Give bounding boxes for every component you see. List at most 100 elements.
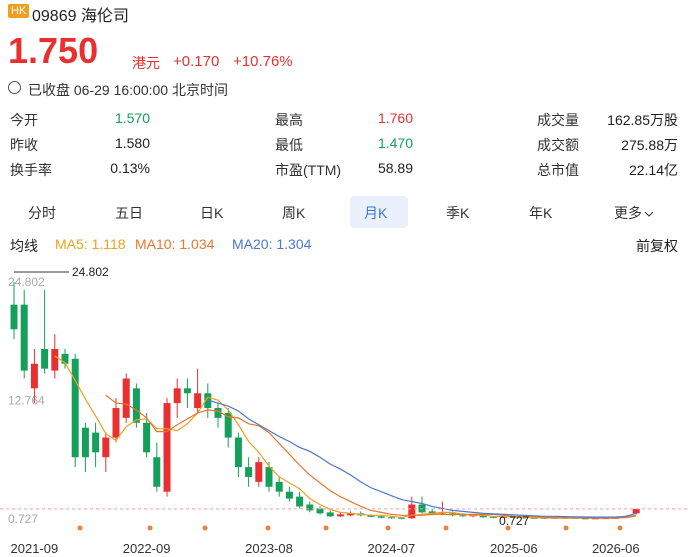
candle-body	[30, 363, 38, 389]
candle-body	[20, 304, 28, 371]
legend-entry: MA5: 1.118	[55, 236, 126, 252]
y-tick-label: 24.802	[8, 275, 45, 289]
stock-code: 09869	[32, 8, 77, 25]
candle-body	[285, 491, 293, 499]
tab[interactable]: 周K	[282, 205, 306, 221]
candle-body	[377, 516, 385, 518]
tab[interactable]: 更多	[614, 203, 654, 223]
tab[interactable]: 月K	[364, 205, 388, 221]
market-badge: HK	[8, 4, 30, 18]
candle-body	[408, 504, 416, 519]
stat-value: 22.14亿	[628, 162, 678, 178]
market-status: 已收盘 06-29 16:00:00 北京时间	[28, 82, 228, 98]
x-tick-label: 2024-07	[368, 541, 416, 556]
candle-body	[275, 481, 283, 492]
candle-body	[581, 518, 589, 520]
stat-value: 1.760	[377, 110, 413, 126]
candle-body	[71, 358, 79, 458]
ma-label: 均线	[10, 238, 38, 254]
candle-body	[234, 437, 242, 468]
change: +0.170	[173, 53, 220, 70]
candle-body	[255, 462, 263, 482]
y-tick-label: 0.727	[8, 512, 38, 526]
candle-body	[194, 393, 202, 409]
x-tick-label: 2021-09	[11, 541, 59, 556]
stat-value: 1.570	[114, 110, 150, 126]
candle-body	[387, 517, 395, 519]
stat-label: 最低	[275, 137, 303, 153]
x-tick-label: 2023-08	[245, 541, 293, 556]
tab[interactable]: 年K	[529, 205, 553, 221]
stat-label: 成交额	[537, 137, 579, 153]
tab[interactable]: 季K	[446, 205, 470, 221]
candle-body	[153, 457, 161, 487]
stat-value: 275.88万	[621, 137, 678, 153]
stat-value: 162.85万股	[607, 112, 678, 128]
tab[interactable]: 五日	[115, 205, 143, 221]
candle-body	[398, 517, 406, 519]
candle-body	[173, 388, 181, 404]
stat-value: 0.13%	[110, 160, 150, 176]
candle-body	[500, 516, 508, 518]
stat-label: 市盈(TTM)	[275, 162, 342, 178]
candle-body	[132, 388, 140, 423]
x-tick-label: 2022-09	[123, 541, 171, 556]
tab[interactable]: 分时	[28, 205, 56, 221]
candle-body	[51, 348, 59, 371]
stat-value: 58.89	[377, 160, 413, 176]
candle-body	[122, 378, 130, 418]
stat-label: 最高	[275, 112, 303, 128]
candle-body	[336, 514, 344, 517]
candle-body	[143, 422, 151, 453]
change-percent: +10.76%	[233, 53, 293, 70]
y-tick-label: 12.764	[8, 394, 45, 408]
candle-body	[214, 408, 222, 418]
candle-body	[245, 467, 253, 477]
stat-label: 总市值	[537, 162, 579, 178]
candle-body	[102, 437, 110, 458]
min-label: 0.727	[499, 514, 529, 528]
ma-line	[54, 355, 637, 519]
stat-label: 成交量	[537, 112, 579, 128]
legend-entry: MA10: 1.034	[135, 236, 215, 252]
candle-body	[367, 515, 375, 517]
stat-label: 今开	[10, 112, 38, 128]
candle-body	[41, 348, 49, 369]
candle-body	[489, 516, 497, 518]
price: 1.750	[8, 30, 99, 71]
candle-body	[224, 412, 232, 438]
candle-body	[92, 432, 100, 453]
candle-body	[316, 508, 324, 514]
stock-title: 09869 海伦司	[32, 2, 129, 26]
x-tick-label: 2026-06	[592, 541, 640, 556]
clock-icon	[8, 81, 21, 94]
ma-line	[105, 394, 637, 519]
candle-body	[296, 496, 304, 507]
candle-body	[479, 515, 487, 518]
stat-value: 1.470	[377, 135, 413, 151]
x-tick-label: 2025-06	[490, 541, 538, 556]
stock-name: 海伦司	[80, 8, 129, 25]
candle-body	[347, 513, 355, 516]
stat-label: 昨收	[10, 137, 38, 153]
event-dots	[77, 525, 623, 531]
candle-body	[632, 508, 640, 514]
legend-entry: MA20: 1.304	[232, 236, 312, 252]
candle-body	[163, 403, 171, 492]
candle-body	[459, 515, 467, 517]
candle-body	[81, 427, 89, 458]
stat-label: 换手率	[10, 162, 52, 178]
tab-highlight	[350, 196, 408, 228]
tab[interactable]: 日K	[200, 205, 224, 221]
currency: 港元	[132, 55, 160, 71]
adjust-toggle[interactable]: 前复权	[636, 238, 678, 254]
max-label: 24.802	[72, 265, 109, 279]
candle-body	[265, 467, 273, 487]
stat-value: 1.580	[114, 135, 150, 151]
candle-body	[61, 353, 69, 364]
ma-line	[207, 399, 637, 518]
candle-body	[10, 304, 18, 330]
candle-body	[306, 504, 314, 511]
candle-body	[183, 388, 191, 394]
